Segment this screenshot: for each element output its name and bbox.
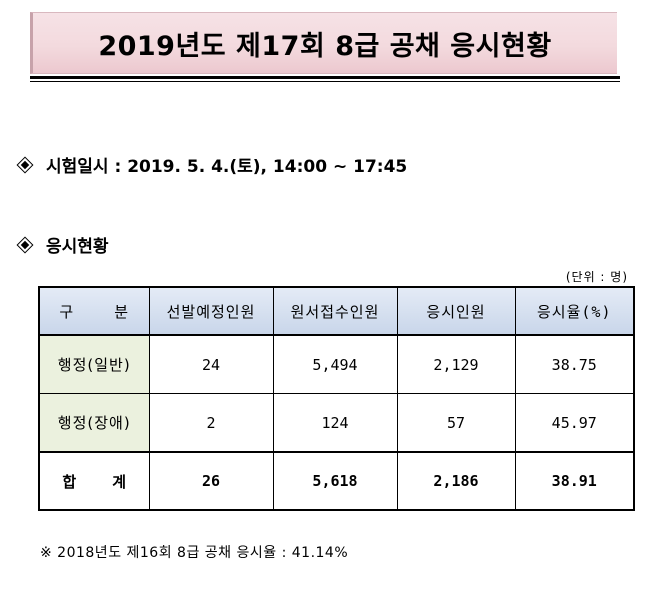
footnote: ※ 2018년도 제16회 8급 공채 응시율 : 41.14% — [40, 545, 349, 561]
status-table: 구 분 선발예정인원 원서접수인원 응시인원 응시율(%) 행정(일반) 24 … — [38, 286, 635, 511]
table-total-row: 합 계 26 5,618 2,186 38.91 — [38, 451, 635, 511]
header-attended: 응시인원 — [396, 286, 516, 336]
page-title: 2019년도 제17회 8급 공채 응시현황 — [98, 30, 552, 62]
table-row: 행정(일반) 24 5,494 2,129 38.75 — [38, 334, 635, 394]
table-header-row: 구 분 선발예정인원 원서접수인원 응시인원 응시율(%) — [38, 286, 635, 336]
total-rate: 38.91 — [514, 451, 635, 511]
row-label: 행정(일반) — [38, 334, 150, 394]
title-underline-thin — [30, 81, 620, 82]
total-label: 합 계 — [38, 451, 150, 511]
header-rate: 응시율(%) — [514, 286, 635, 336]
diamond-bullet-icon — [16, 236, 34, 254]
title-underline-thick — [30, 76, 620, 79]
total-planned: 26 — [148, 451, 274, 511]
header-applied: 원서접수인원 — [272, 286, 398, 336]
unit-label: (단위 : 명) — [565, 270, 628, 284]
table-row: 행정(장애) 2 124 57 45.97 — [38, 393, 635, 453]
total-attended: 2,186 — [396, 451, 516, 511]
cell-rate: 38.75 — [514, 334, 635, 394]
cell-attended: 2,129 — [396, 334, 516, 394]
title-banner: 2019년도 제17회 8급 공채 응시현황 — [30, 12, 617, 74]
total-applied: 5,618 — [272, 451, 398, 511]
status-section-heading: 응시현황 — [16, 232, 109, 257]
cell-planned: 2 — [148, 393, 274, 453]
diamond-bullet-icon — [16, 156, 34, 174]
cell-attended: 57 — [396, 393, 516, 453]
cell-rate: 45.97 — [514, 393, 635, 453]
header-category: 구 분 — [38, 286, 150, 336]
cell-applied: 5,494 — [272, 334, 398, 394]
exam-datetime-line: 시험일시 : 2019. 5. 4.(토), 14:00 ~ 17:45 — [16, 152, 407, 177]
cell-applied: 124 — [272, 393, 398, 453]
status-section-label: 응시현황 — [46, 237, 109, 257]
exam-datetime-text: 시험일시 : 2019. 5. 4.(토), 14:00 ~ 17:45 — [46, 157, 408, 177]
header-planned: 선발예정인원 — [148, 286, 274, 336]
cell-planned: 24 — [148, 334, 274, 394]
row-label: 행정(장애) — [38, 393, 150, 453]
